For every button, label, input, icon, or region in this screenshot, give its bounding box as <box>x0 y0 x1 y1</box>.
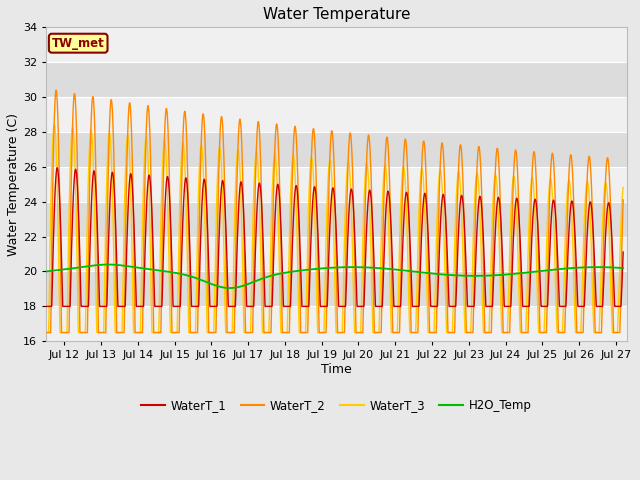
H2O_Temp <box>104 262 112 267</box>
WaterT_1 <box>317 303 324 309</box>
WaterT_3 <box>573 330 580 336</box>
WaterT_1 <box>602 232 609 238</box>
WaterT_3 <box>51 121 58 127</box>
Bar <box>46 272 627 306</box>
WaterT_3 <box>42 330 50 336</box>
H2O_Temp <box>289 268 297 274</box>
WaterT_3 <box>602 180 609 186</box>
WaterT_1 <box>42 303 50 309</box>
WaterT_1 <box>461 246 469 252</box>
H2O_Temp <box>285 269 292 275</box>
WaterT_3 <box>285 270 292 276</box>
WaterT_2 <box>317 330 324 336</box>
Bar <box>46 132 627 167</box>
WaterT_1 <box>573 279 580 285</box>
H2O_Temp <box>461 273 469 278</box>
Line: WaterT_3: WaterT_3 <box>46 124 623 333</box>
H2O_Temp <box>602 264 609 270</box>
X-axis label: Time: Time <box>321 363 352 376</box>
Legend: WaterT_1, WaterT_2, WaterT_3, H2O_Temp: WaterT_1, WaterT_2, WaterT_3, H2O_Temp <box>136 394 536 417</box>
H2O_Temp <box>42 269 50 275</box>
WaterT_2 <box>52 87 60 93</box>
WaterT_2 <box>285 330 292 336</box>
WaterT_2 <box>42 330 50 336</box>
Bar <box>46 62 627 97</box>
Bar <box>46 202 627 237</box>
WaterT_2 <box>573 330 580 336</box>
H2O_Temp <box>573 265 581 271</box>
H2O_Temp <box>226 285 234 291</box>
H2O_Temp <box>620 265 627 271</box>
WaterT_1 <box>285 303 292 309</box>
WaterT_2 <box>289 147 297 153</box>
WaterT_3 <box>461 330 469 336</box>
Line: WaterT_1: WaterT_1 <box>46 168 623 306</box>
H2O_Temp <box>317 265 324 271</box>
WaterT_3 <box>317 330 324 336</box>
WaterT_2 <box>461 288 469 294</box>
Line: WaterT_2: WaterT_2 <box>46 90 623 333</box>
WaterT_1 <box>289 219 297 225</box>
WaterT_3 <box>289 153 297 158</box>
WaterT_2 <box>602 177 609 182</box>
Line: H2O_Temp: H2O_Temp <box>46 264 623 288</box>
WaterT_2 <box>620 197 627 203</box>
Y-axis label: Water Temperature (C): Water Temperature (C) <box>7 113 20 256</box>
WaterT_1 <box>53 165 61 171</box>
WaterT_1 <box>620 249 627 255</box>
Title: Water Temperature: Water Temperature <box>262 7 410 22</box>
Text: TW_met: TW_met <box>52 36 104 50</box>
WaterT_3 <box>620 184 627 190</box>
